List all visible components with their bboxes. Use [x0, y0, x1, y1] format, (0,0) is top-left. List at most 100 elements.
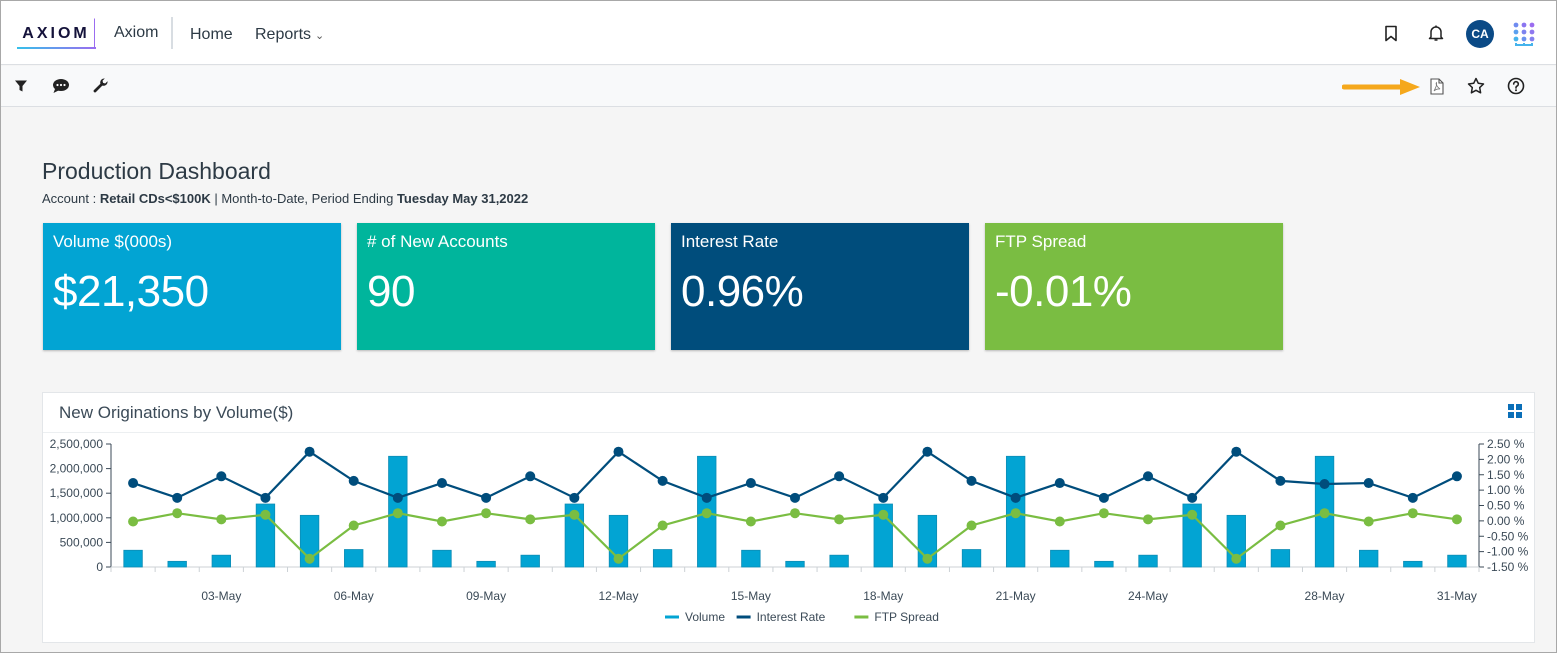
ftp-spread-point	[172, 508, 183, 519]
volume-bar	[1359, 549, 1379, 568]
y2-tick-label: -1.00 %	[1487, 545, 1529, 559]
volume-bar	[1094, 560, 1114, 568]
ftp-spread-point	[304, 553, 315, 564]
x-tick-label: 12-May	[598, 589, 638, 603]
interest-rate-point	[569, 492, 580, 503]
top-navigation-bar: AXIOM Axiom Home Reports ⌄ CA	[1, 1, 1556, 65]
combo-chart: 0 500,000 1,000,000 1,500,000 2,000,000 2,500…	[50, 437, 1529, 624]
y2-tick-label: 0.00 %	[1487, 514, 1525, 528]
nav-home[interactable]: Home	[190, 26, 233, 43]
ftp-spread-point	[1098, 508, 1109, 519]
y-tick-label: 2,000,000	[50, 462, 104, 476]
ftp-spread-point	[481, 508, 492, 519]
kpi-card-interest-rate[interactable]: Interest Rate 0.96%	[671, 223, 969, 350]
volume-bar	[1050, 549, 1070, 568]
interest-rate-point	[392, 492, 403, 503]
ftp-spread-point	[834, 514, 845, 525]
ftp-spread-point	[1407, 508, 1418, 519]
apps-grid-icon[interactable]	[1511, 21, 1537, 47]
ftp-spread-point	[569, 509, 580, 520]
ftp-spread-point	[1143, 514, 1154, 525]
volume-bar	[741, 549, 761, 568]
chevron-down-icon: ⌄	[315, 30, 325, 42]
x-tick-label: 06-May	[334, 589, 374, 603]
page-title: Production Dashboard	[42, 158, 271, 184]
kpi-label: # of New Accounts	[367, 232, 508, 251]
interest-rate-point	[878, 492, 889, 503]
y2-tick-label: 2.50 %	[1487, 437, 1525, 451]
comment-icon[interactable]	[52, 77, 70, 95]
ftp-spread-point	[216, 514, 227, 525]
bookmark-icon[interactable]	[1381, 23, 1401, 43]
legend-label: Interest Rate	[757, 610, 826, 624]
y-tick-label: 0	[96, 560, 103, 574]
volume-bar	[476, 560, 496, 568]
nav-reports-label: Reports	[255, 26, 312, 43]
interest-rate-point	[1319, 478, 1330, 489]
interest-rate-point	[966, 475, 977, 486]
nav-reports[interactable]: Reports ⌄	[255, 26, 324, 44]
interest-rate-line	[132, 450, 1458, 500]
y2-tick-label: 0.50 %	[1487, 499, 1525, 513]
chart-title: New Originations by Volume($)	[59, 403, 294, 422]
y2-tick-label: 2.00 %	[1487, 452, 1525, 466]
legend-label: Volume	[685, 610, 725, 624]
interest-rate-point	[304, 446, 315, 457]
interest-rate-point	[1010, 492, 1021, 503]
pdf-export-icon[interactable]	[1428, 77, 1446, 95]
kpi-label: FTP Spread	[995, 232, 1087, 251]
interest-rate-point	[657, 475, 668, 486]
kpi-label: Volume $(000s)	[53, 232, 173, 251]
interest-rate-point	[481, 492, 492, 503]
axiom-logo[interactable]: AXIOM	[17, 18, 96, 49]
interest-rate-point	[172, 492, 183, 503]
volume-bar	[344, 549, 364, 568]
chart-card: New Originations by Volume($) 0 500,000 1,…	[42, 392, 1535, 643]
kpi-card-ftp-spread[interactable]: FTP Spread -0.01%	[985, 223, 1283, 350]
interest-rate-point	[613, 446, 624, 457]
volume-bar	[961, 549, 982, 568]
avatar[interactable]: CA	[1466, 20, 1494, 48]
ftp-spread-point	[1010, 508, 1021, 519]
ftp-spread-point	[348, 520, 359, 531]
wrench-icon[interactable]	[92, 77, 110, 95]
interest-rate-point	[790, 492, 800, 503]
volume-bar	[829, 554, 849, 568]
filter-icon[interactable]	[12, 77, 30, 95]
volume-bar	[167, 560, 187, 568]
legend-label: FTP Spread	[874, 610, 938, 624]
interest-rate-point	[348, 475, 359, 486]
x-tick-label: 03-May	[201, 589, 241, 603]
ftp-spread-point	[790, 508, 800, 519]
ftp-spread-point	[1363, 516, 1374, 527]
interest-rate-point	[1054, 478, 1065, 489]
interest-rate-point	[1143, 471, 1154, 482]
kpi-card-new-accounts[interactable]: # of New Accounts 90	[357, 223, 655, 350]
ftp-spread-point	[922, 553, 933, 564]
logo-text: AXIOM	[22, 24, 90, 42]
kpi-card-volume[interactable]: Volume $(000s) $21,350	[43, 223, 341, 350]
ftp-spread-point	[966, 520, 977, 531]
ftp-spread-point	[613, 553, 624, 564]
y2-tick-label: -1.50 %	[1487, 560, 1529, 574]
volume-bar	[1403, 560, 1423, 568]
volume-bar	[652, 549, 673, 568]
interest-rate-point	[922, 446, 933, 457]
interest-rate-point	[1451, 471, 1462, 482]
interest-rate-point	[1407, 492, 1418, 503]
help-icon[interactable]	[1507, 77, 1525, 95]
x-tick-label: 28-May	[1305, 589, 1345, 603]
account-prefix: Account :	[42, 191, 100, 206]
interest-rate-point	[1363, 478, 1374, 489]
ftp-spread-point	[128, 516, 139, 527]
grid-view-icon[interactable]	[1508, 404, 1522, 418]
annotation-arrow-icon	[1342, 79, 1420, 95]
ftp-spread-line	[132, 512, 1458, 561]
x-tick-label: 21-May	[996, 589, 1036, 603]
x-tick-label: 31-May	[1437, 589, 1477, 603]
ftp-spread-point	[657, 520, 668, 531]
ftp-spread-point	[260, 509, 271, 520]
interest-rate-point	[1187, 492, 1198, 503]
star-icon[interactable]	[1467, 77, 1485, 95]
bell-icon[interactable]	[1426, 23, 1446, 43]
